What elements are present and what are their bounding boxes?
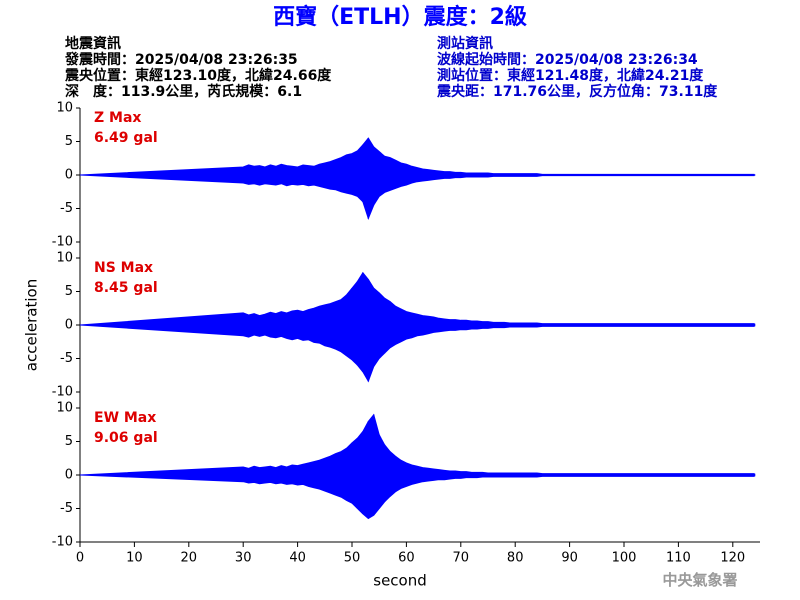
- y-tick-label: 10: [56, 101, 73, 116]
- x-tick-label: 100: [612, 551, 637, 566]
- info-left: 地震資訊: [65, 35, 121, 52]
- y-tick-label: -5: [60, 351, 73, 366]
- info-left: 震央位置：東經123.10度，北緯24.66度: [64, 67, 332, 84]
- trace-line: [79, 474, 755, 520]
- trace-line: [79, 413, 755, 476]
- info-right: 測站資訊: [437, 35, 493, 52]
- annotation: Z Max: [94, 110, 141, 126]
- y-tick-label: -5: [60, 501, 73, 516]
- x-tick-label: 50: [344, 551, 361, 566]
- trace-line: [79, 174, 755, 221]
- trace-line: [79, 271, 755, 326]
- x-tick-label: 10: [126, 551, 143, 566]
- info-right: 測站位置：東經121.48度，北緯24.21度: [437, 67, 704, 84]
- y-tick-label: 10: [56, 251, 73, 266]
- info-right: 波線起始時間：2025/04/08 23:26:34: [437, 51, 698, 68]
- info-left: 深 度：113.9公里，芮氏規模：6.1: [65, 83, 302, 100]
- chart-title: 西寶（ETLH）震度：2級: [273, 4, 527, 30]
- annotation: NS Max: [94, 260, 153, 276]
- info-right: 震央距：171.76公里，反方位角：73.11度: [436, 83, 718, 100]
- y-tick-label: 0: [65, 318, 73, 333]
- x-tick-label: 30: [235, 551, 252, 566]
- y-tick-label: 5: [65, 134, 73, 149]
- x-tick-label: 20: [181, 551, 198, 566]
- x-tick-label: 80: [507, 551, 524, 566]
- trace-line: [79, 324, 755, 383]
- x-tick-label: 70: [453, 551, 470, 566]
- y-tick-label: 5: [65, 284, 73, 299]
- x-tick-label: 60: [398, 551, 415, 566]
- x-tick-label: 40: [289, 551, 306, 566]
- y-tick-label: 5: [65, 434, 73, 449]
- y-tick-label: 0: [65, 168, 73, 183]
- y-tick-label: -5: [60, 201, 73, 216]
- y-tick-label: -10: [52, 535, 73, 550]
- x-tick-label: 90: [561, 551, 578, 566]
- y-tick-label: -10: [52, 385, 73, 400]
- x-axis-label: second: [373, 572, 427, 590]
- x-tick-label: 0: [76, 551, 84, 566]
- x-tick-label: 110: [666, 551, 691, 566]
- y-tick-label: 0: [65, 468, 73, 483]
- y-tick-label: -10: [52, 235, 73, 250]
- annotation: EW Max: [94, 410, 156, 426]
- info-left: 發震時間：2025/04/08 23:26:35: [64, 51, 298, 68]
- annotation: 6.49 gal: [94, 130, 158, 146]
- annotation: 8.45 gal: [94, 280, 158, 296]
- y-tick-label: 10: [56, 401, 73, 416]
- footer: 中央氣象署: [662, 571, 737, 589]
- x-tick-label: 120: [720, 551, 745, 566]
- annotation: 9.06 gal: [94, 430, 158, 446]
- y-axis-label: acceleration: [23, 279, 41, 371]
- trace-line: [79, 137, 755, 176]
